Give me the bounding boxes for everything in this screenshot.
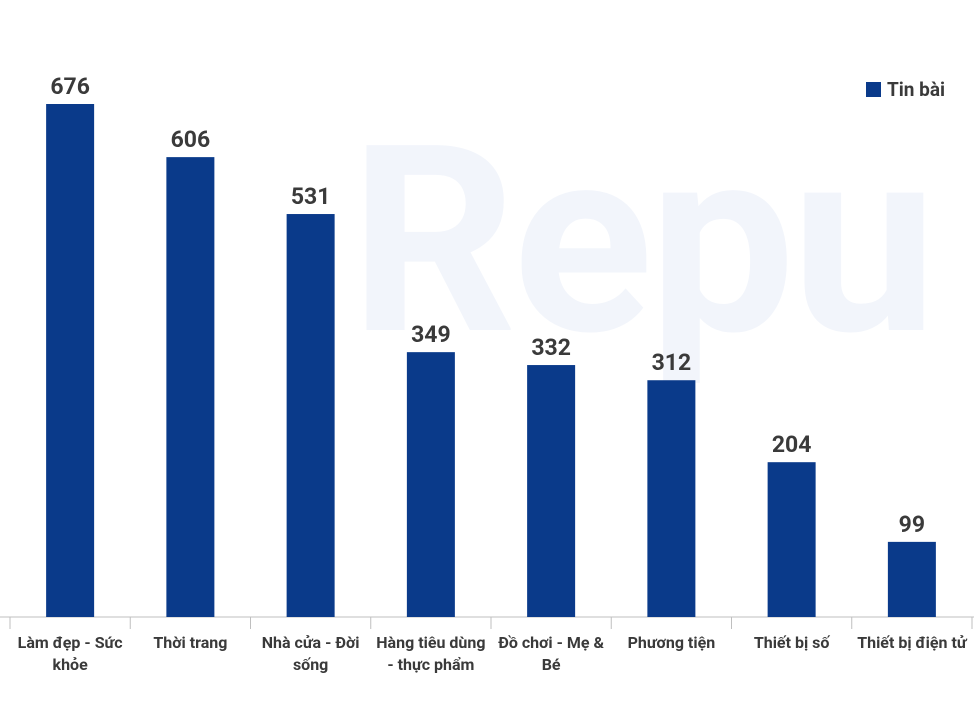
value-label: 531 <box>291 183 331 210</box>
value-label: 676 <box>50 73 90 100</box>
x-tick-label: Nhà cửa - Đời sống <box>261 633 360 674</box>
legend: Tin bài <box>866 78 945 101</box>
x-tick-label: Phương tiện <box>627 633 716 652</box>
x-tick-label: Làm đẹp - Sức khỏe <box>17 633 123 674</box>
x-tick-label: Thiết bị điện tử <box>857 633 967 652</box>
watermark: Repu <box>350 90 937 394</box>
value-label: 99 <box>899 511 925 538</box>
value-label: 606 <box>171 126 211 153</box>
legend-swatch <box>866 82 881 97</box>
value-label: 204 <box>772 431 812 458</box>
x-tick-label: Đồ chơi - Mẹ & Bé <box>498 633 605 674</box>
bar <box>46 104 95 617</box>
bar <box>887 541 936 617</box>
bar <box>166 157 215 617</box>
bar <box>286 214 335 617</box>
value-label: 332 <box>531 334 571 361</box>
x-tick-label: Thời trang <box>153 633 228 652</box>
bar <box>647 380 696 617</box>
x-tick-label: Hàng tiêu dùng - thực phẩm <box>376 633 486 674</box>
value-label: 349 <box>411 321 451 348</box>
bar <box>767 462 816 617</box>
bar <box>406 352 455 617</box>
value-label: 312 <box>652 349 692 376</box>
x-tick-label: Thiết bị số <box>753 633 830 652</box>
legend-label: Tin bài <box>887 78 946 101</box>
bar <box>527 365 576 617</box>
